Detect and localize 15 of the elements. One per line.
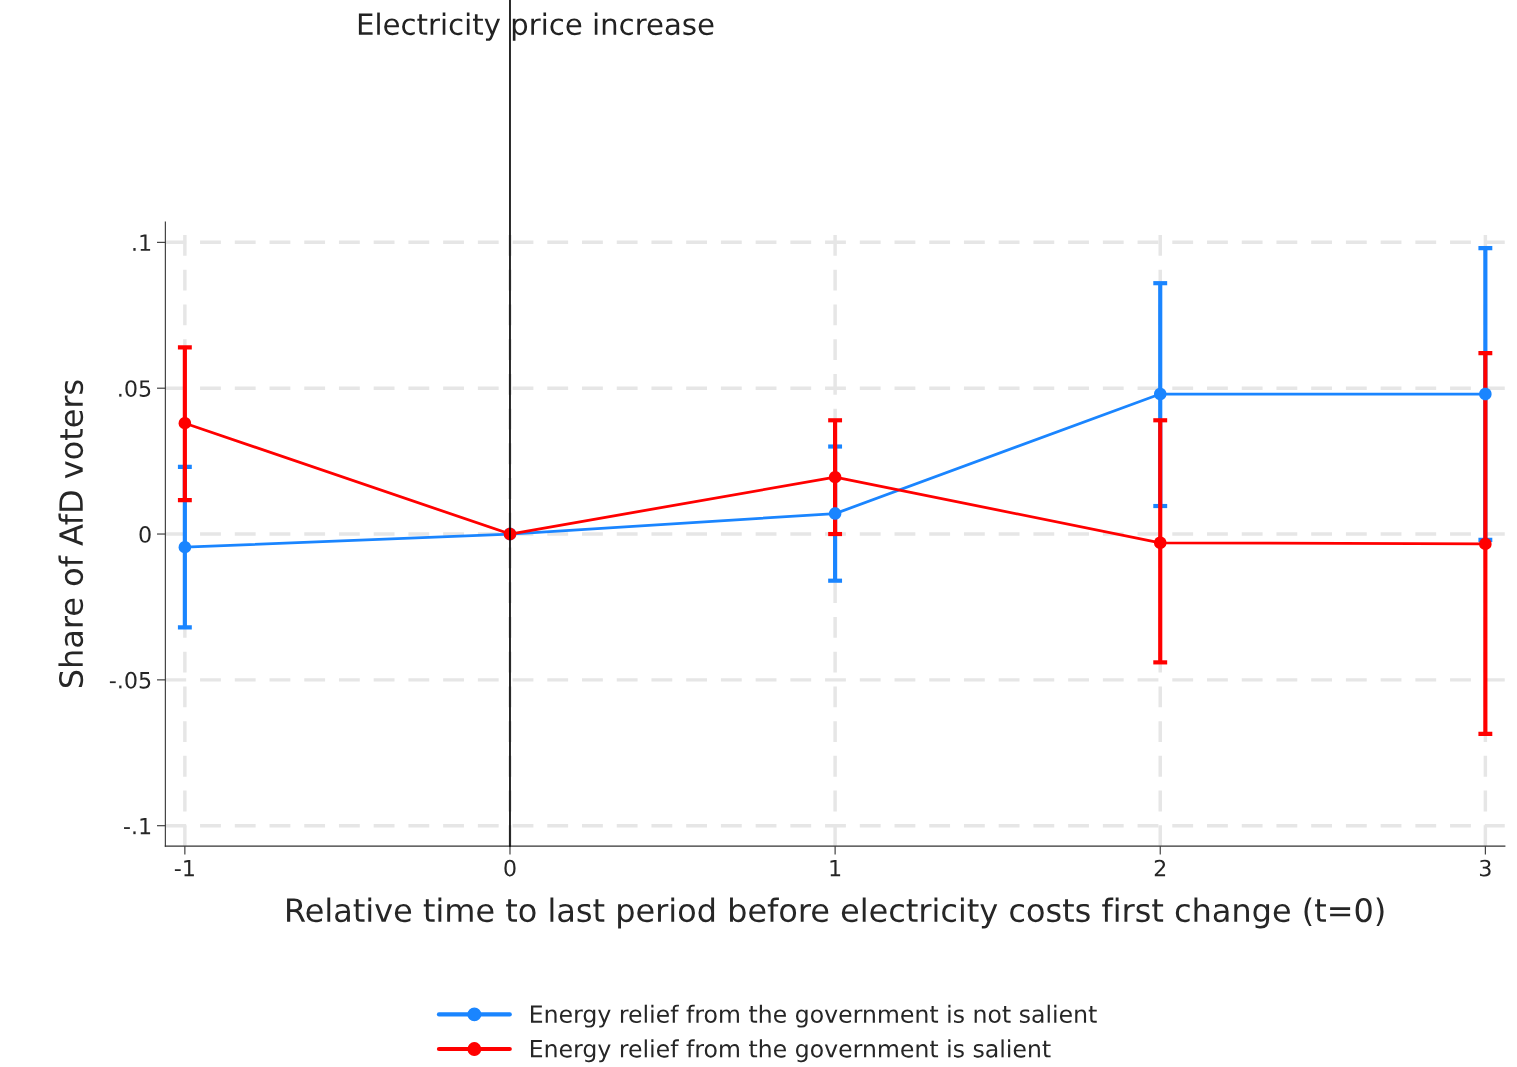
y-axis-title: Share of AfD voters <box>58 380 84 688</box>
x-tick-label: 2 <box>1154 859 1166 877</box>
y-tick-label: .1 <box>133 234 151 251</box>
x-tick-label: 1 <box>830 860 841 877</box>
x-tick-label: -1 <box>174 860 194 877</box>
chart-title: Electricity price increase <box>358 12 714 41</box>
y-tick-label: .05 <box>119 380 151 397</box>
x-tick-label: 3 <box>1479 859 1491 877</box>
y-tick-label: -.05 <box>109 671 151 689</box>
y-tick-label: 0 <box>139 525 151 543</box>
y-tick-label: -.1 <box>124 817 151 835</box>
legend-label: Energy relief from the government is salient <box>530 1039 1051 1063</box>
x-tick-label: 0 <box>504 859 516 877</box>
x-axis-title: Relative time to last period before electricity costs first change (t=0) <box>287 897 1384 929</box>
legend-label: Energy relief from the government is not salient <box>530 1004 1097 1028</box>
